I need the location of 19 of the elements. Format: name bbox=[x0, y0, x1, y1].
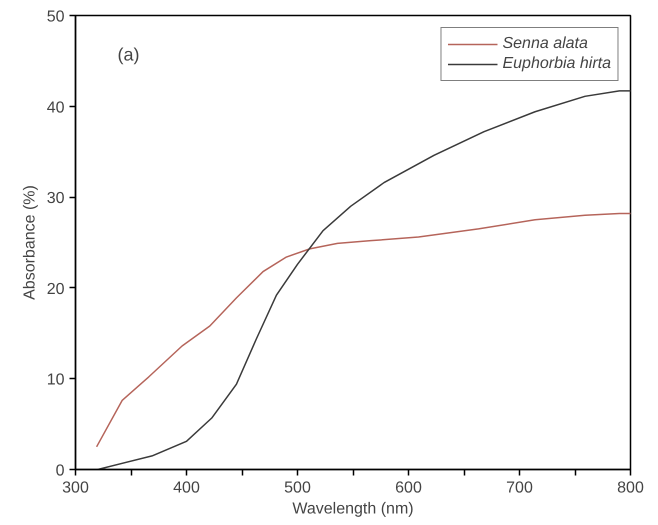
x-tick-label: 300 bbox=[62, 480, 89, 496]
y-tick-label: 20 bbox=[46, 280, 65, 298]
line-series bbox=[96, 212, 630, 448]
y-tick-label: 40 bbox=[46, 99, 65, 116]
x-tick-label: 600 bbox=[395, 480, 422, 496]
y-axis-title: Absorbance (%) bbox=[22, 185, 39, 300]
x-tick-label: 400 bbox=[173, 480, 200, 496]
x-tick-label: 800 bbox=[617, 480, 644, 496]
legend-label: Senna alata bbox=[502, 35, 588, 53]
x-tick-label: 700 bbox=[506, 480, 533, 496]
annotation: (a) bbox=[118, 44, 140, 64]
y-tick-label: 30 bbox=[46, 190, 65, 208]
y-tick-label: 10 bbox=[46, 372, 65, 389]
x-axis-title: Wavelength (nm) bbox=[292, 500, 414, 518]
line-series bbox=[96, 90, 630, 470]
y-tick-label: 50 bbox=[46, 8, 65, 26]
x-tick-label: 500 bbox=[284, 480, 311, 496]
legend-label: Euphorbia hirta bbox=[502, 55, 611, 73]
y-tick-label: 0 bbox=[56, 462, 65, 480]
